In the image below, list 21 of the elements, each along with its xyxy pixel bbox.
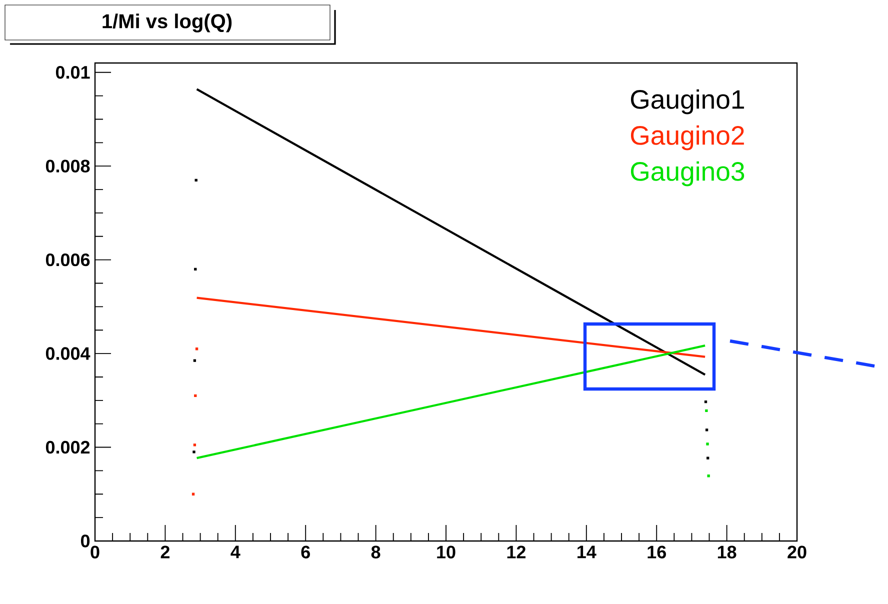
x-tick-label: 0 xyxy=(90,546,100,558)
text: Gaugino1 xyxy=(630,89,744,114)
x-tick-label: 12 xyxy=(507,546,526,558)
x-tick-label: 4 xyxy=(230,546,240,558)
chart-title: 1/Mi vs log(Q) xyxy=(102,14,232,32)
x-tick-label: 18 xyxy=(718,546,736,558)
text: Gaugino2 xyxy=(630,125,744,150)
y-tick-label: 0 xyxy=(80,534,90,548)
y-tick-label: 0.004 xyxy=(46,347,90,360)
x-tick-label: 16 xyxy=(648,546,666,558)
text: Gaugino3 xyxy=(630,161,744,186)
x-tick-label: 8 xyxy=(371,546,380,558)
y-tick-label: 0.006 xyxy=(46,253,90,266)
x-tick-label: 20 xyxy=(788,546,806,558)
y-tick-label: 0.002 xyxy=(46,440,90,454)
x-tick-label: 2 xyxy=(160,546,170,558)
x-tick-label: 14 xyxy=(578,546,596,558)
y-tick-label: 0.008 xyxy=(46,160,90,172)
x-tick-label: 6 xyxy=(301,546,310,558)
x-tick-label: 10 xyxy=(437,546,456,558)
y-tick-label: 0.01 xyxy=(56,66,90,79)
